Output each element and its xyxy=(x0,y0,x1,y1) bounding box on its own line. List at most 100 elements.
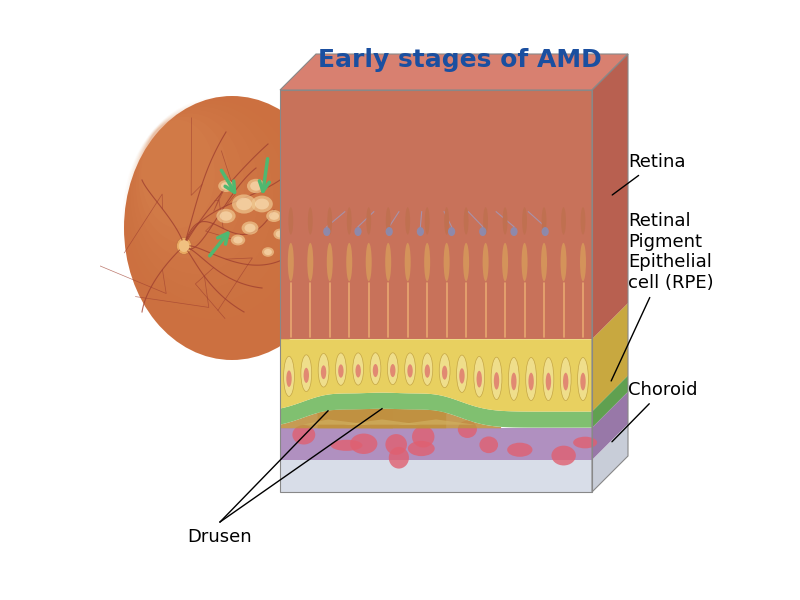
Ellipse shape xyxy=(289,207,294,235)
Ellipse shape xyxy=(522,243,527,281)
Ellipse shape xyxy=(216,209,235,223)
Ellipse shape xyxy=(561,243,566,281)
Text: Retinal
Pigment
Epithelial
cell (RPE): Retinal Pigment Epithelial cell (RPE) xyxy=(611,212,714,381)
Polygon shape xyxy=(592,424,628,492)
Ellipse shape xyxy=(526,358,537,401)
Ellipse shape xyxy=(417,227,424,236)
Ellipse shape xyxy=(330,440,362,451)
Ellipse shape xyxy=(307,243,314,281)
FancyArrowPatch shape xyxy=(222,170,234,192)
Ellipse shape xyxy=(529,373,534,391)
Ellipse shape xyxy=(580,243,586,281)
Ellipse shape xyxy=(463,243,469,281)
Ellipse shape xyxy=(510,227,518,236)
Ellipse shape xyxy=(318,353,329,387)
Ellipse shape xyxy=(321,365,326,379)
Ellipse shape xyxy=(483,207,488,235)
Ellipse shape xyxy=(459,368,465,383)
Polygon shape xyxy=(397,419,475,425)
Ellipse shape xyxy=(354,227,362,236)
Polygon shape xyxy=(343,419,421,425)
Ellipse shape xyxy=(128,104,288,304)
Ellipse shape xyxy=(422,353,433,385)
Ellipse shape xyxy=(561,207,566,235)
Ellipse shape xyxy=(326,243,333,281)
Polygon shape xyxy=(280,460,592,492)
Ellipse shape xyxy=(231,235,246,245)
Ellipse shape xyxy=(502,243,508,281)
Ellipse shape xyxy=(366,243,372,281)
Ellipse shape xyxy=(274,229,286,239)
Ellipse shape xyxy=(507,443,533,457)
Ellipse shape xyxy=(407,364,413,377)
Ellipse shape xyxy=(479,227,486,236)
Ellipse shape xyxy=(234,236,242,244)
Text: Early stages of AMD: Early stages of AMD xyxy=(318,48,602,72)
Ellipse shape xyxy=(236,198,252,210)
Ellipse shape xyxy=(494,372,499,389)
Ellipse shape xyxy=(580,373,586,391)
Ellipse shape xyxy=(444,243,450,281)
Ellipse shape xyxy=(373,364,378,377)
Ellipse shape xyxy=(442,365,447,380)
Ellipse shape xyxy=(355,364,361,377)
Ellipse shape xyxy=(347,207,352,235)
Polygon shape xyxy=(280,392,592,428)
Polygon shape xyxy=(280,428,592,460)
Polygon shape xyxy=(371,409,501,428)
Ellipse shape xyxy=(522,207,527,235)
Ellipse shape xyxy=(124,96,340,360)
Ellipse shape xyxy=(245,224,255,232)
Ellipse shape xyxy=(350,434,378,454)
Ellipse shape xyxy=(250,181,262,191)
Polygon shape xyxy=(592,392,628,460)
Ellipse shape xyxy=(405,353,415,385)
FancyArrowPatch shape xyxy=(259,159,270,191)
Polygon shape xyxy=(280,54,628,90)
Ellipse shape xyxy=(563,373,569,391)
Ellipse shape xyxy=(511,373,517,390)
Text: Choroid: Choroid xyxy=(612,381,698,442)
Ellipse shape xyxy=(578,358,588,401)
Ellipse shape xyxy=(284,356,294,397)
Ellipse shape xyxy=(303,368,309,383)
Ellipse shape xyxy=(543,358,554,401)
Ellipse shape xyxy=(386,227,393,236)
Ellipse shape xyxy=(386,434,407,455)
Ellipse shape xyxy=(457,355,467,392)
Ellipse shape xyxy=(262,247,274,257)
Ellipse shape xyxy=(308,207,313,235)
Ellipse shape xyxy=(425,207,430,235)
Ellipse shape xyxy=(221,182,231,190)
Ellipse shape xyxy=(138,116,230,244)
Ellipse shape xyxy=(292,425,315,445)
Ellipse shape xyxy=(551,446,576,466)
Ellipse shape xyxy=(560,358,571,401)
Polygon shape xyxy=(280,339,592,412)
Ellipse shape xyxy=(134,110,258,274)
Text: Retina: Retina xyxy=(612,153,686,195)
Ellipse shape xyxy=(479,436,498,453)
Ellipse shape xyxy=(448,227,455,236)
Ellipse shape xyxy=(177,238,191,254)
Ellipse shape xyxy=(444,207,449,235)
Ellipse shape xyxy=(301,355,312,392)
Ellipse shape xyxy=(477,371,482,388)
Ellipse shape xyxy=(581,207,586,235)
Ellipse shape xyxy=(220,211,232,221)
Ellipse shape xyxy=(439,353,450,388)
Ellipse shape xyxy=(390,364,395,377)
Ellipse shape xyxy=(406,207,410,235)
Ellipse shape xyxy=(509,358,519,400)
Ellipse shape xyxy=(408,441,434,456)
Ellipse shape xyxy=(482,243,489,281)
Polygon shape xyxy=(302,419,370,425)
Ellipse shape xyxy=(542,207,546,235)
Ellipse shape xyxy=(425,364,430,378)
Polygon shape xyxy=(592,376,628,428)
Ellipse shape xyxy=(573,437,597,448)
Ellipse shape xyxy=(178,240,190,252)
Ellipse shape xyxy=(386,207,390,235)
Ellipse shape xyxy=(247,179,265,193)
Ellipse shape xyxy=(335,353,346,385)
